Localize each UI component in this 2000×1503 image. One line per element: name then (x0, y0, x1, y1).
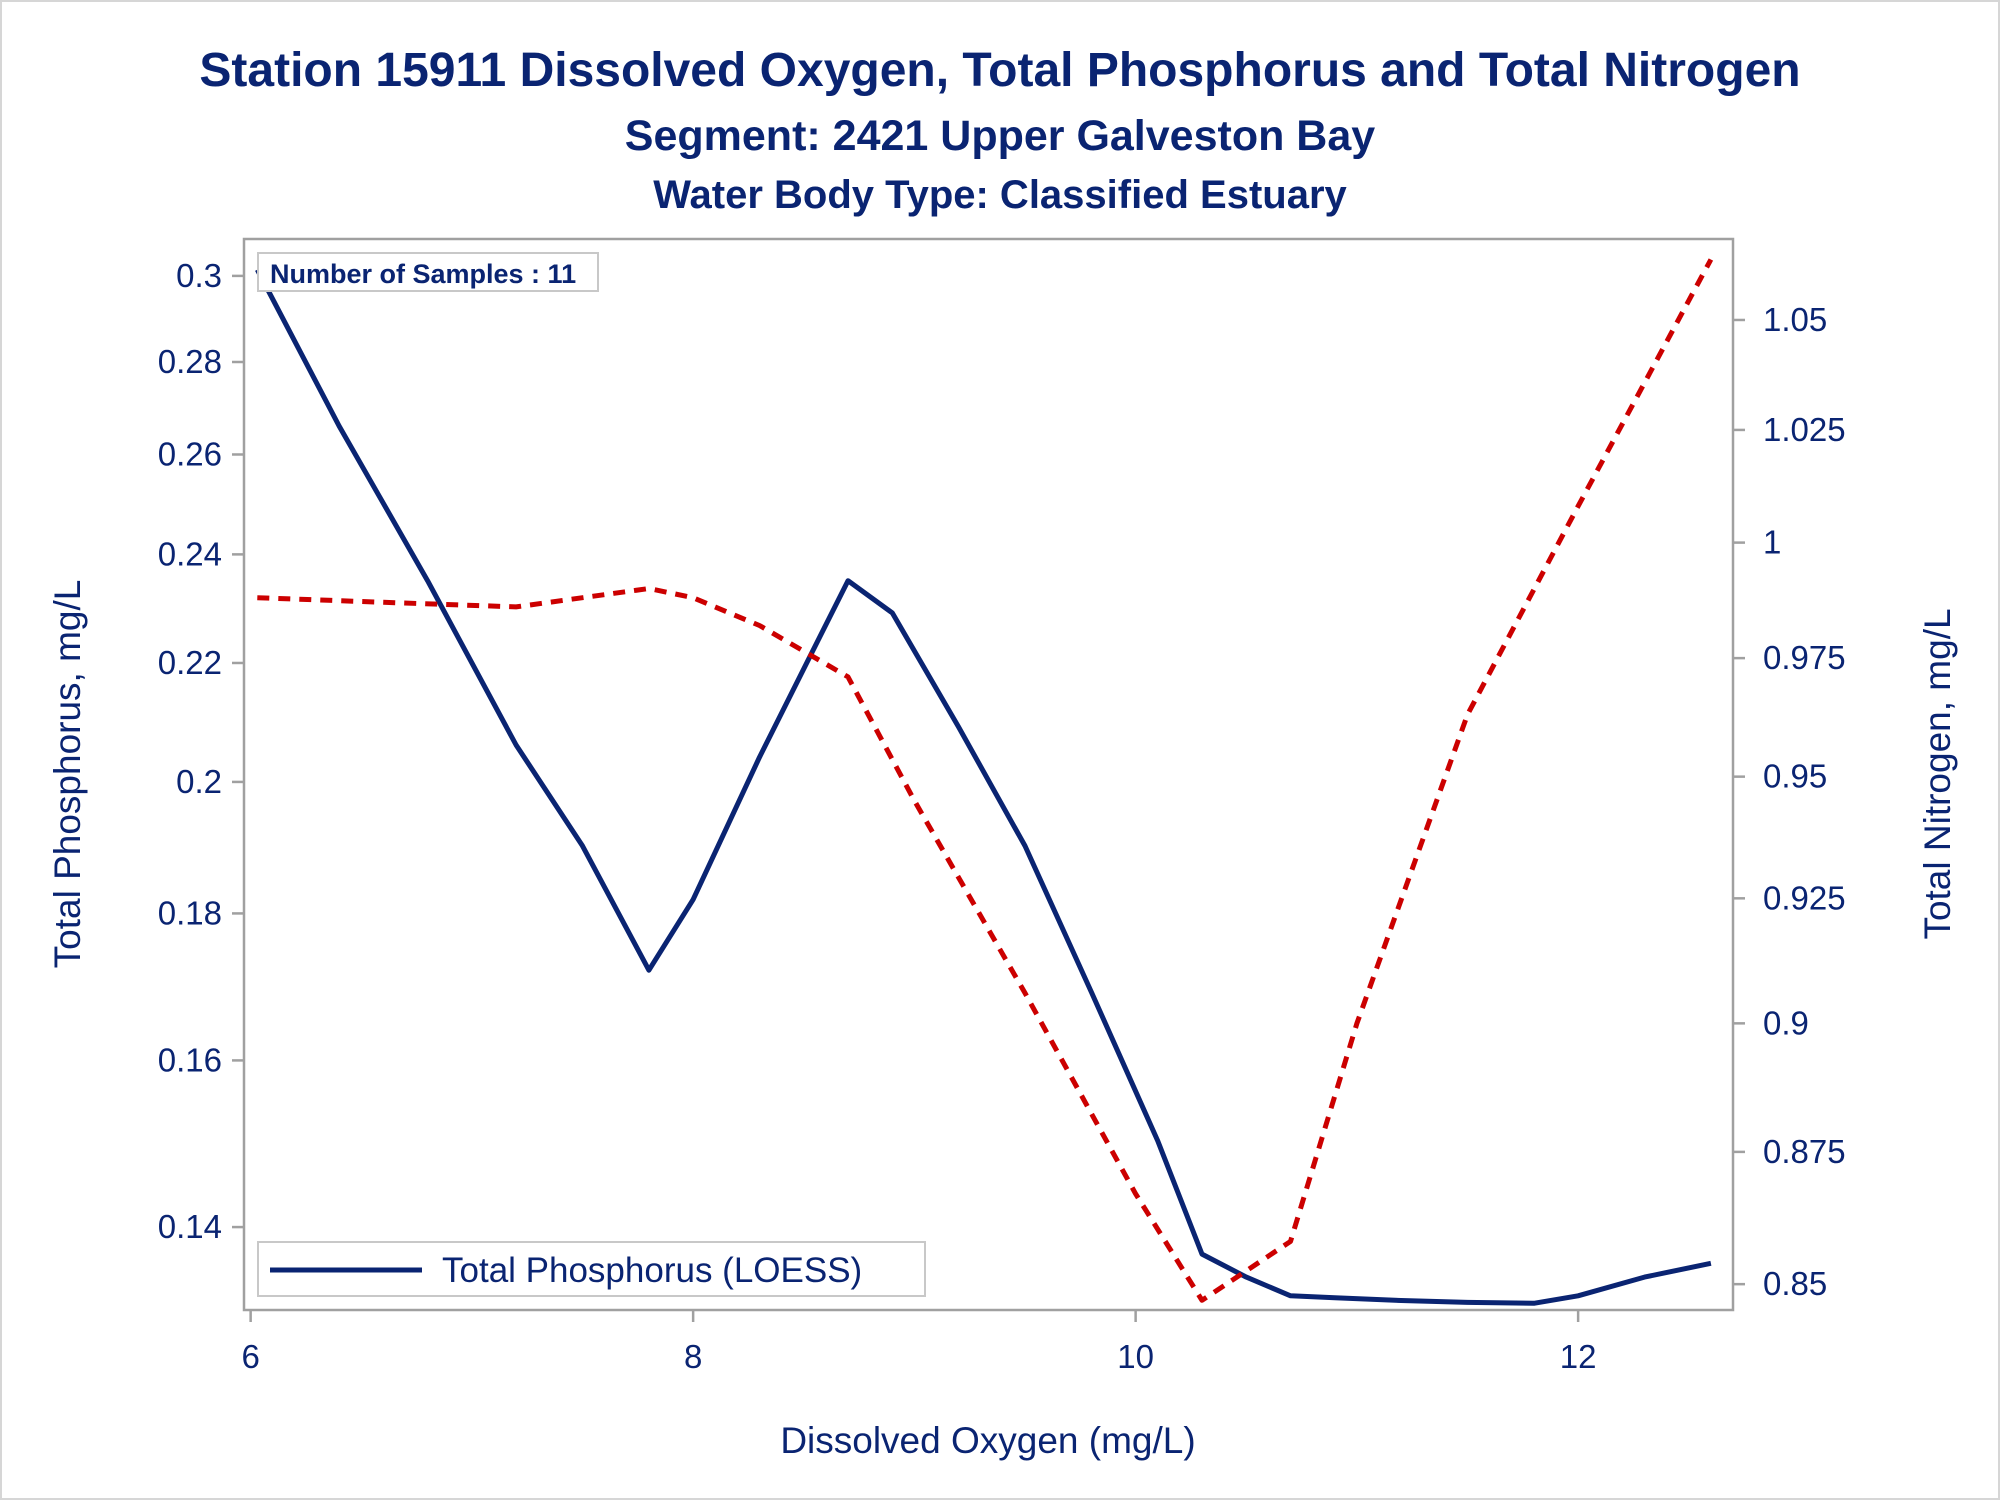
y2-tick-label: 0.975 (1763, 639, 1846, 676)
y-tick-label: 0.14 (158, 1208, 222, 1245)
y-tick-label: 0.22 (158, 644, 222, 681)
y2-axis-label: Total Nitrogen, mg/L (1917, 608, 1958, 939)
y2-tick-label: 1.05 (1763, 301, 1827, 338)
y-tick-label: 0.18 (158, 894, 222, 931)
chart-marks (255, 258, 1714, 1306)
annotation-text: Number of Samples : 11 (270, 259, 576, 289)
x-tick-label: 6 (241, 1338, 259, 1375)
plot-area (242, 237, 1735, 1312)
chart-title: Station 15911 Dissolved Oxygen, Total Ph… (199, 44, 1800, 97)
y-tick-label: 0.2 (176, 763, 222, 800)
y-tick-label: 0.28 (158, 343, 222, 380)
y2-tick-label: 1.025 (1763, 411, 1846, 448)
y-tick-label: 0.3 (176, 257, 222, 294)
y2-tick-label: 0.925 (1763, 879, 1846, 916)
y2-tick-label: 0.9 (1763, 1004, 1809, 1041)
y-tick-label: 0.26 (158, 435, 222, 472)
series-line-total-nitrogen (257, 258, 1714, 1303)
x-tick-label: 10 (1117, 1338, 1154, 1375)
legend-label-tp: Total Phosphorus (LOESS) (442, 1251, 862, 1290)
chart-subtitle: Segment: 2421 Upper Galveston Bay (625, 112, 1375, 160)
y-tick-label: 0.24 (158, 535, 222, 572)
chart-subtitle-2: Water Body Type: Classified Estuary (653, 173, 1347, 217)
x-axis-label: Dissolved Oxygen (mg/L) (780, 1420, 1195, 1461)
sample-count-annotation: Number of Samples : 11 (257, 252, 599, 292)
y2-tick-label: 0.95 (1763, 758, 1827, 795)
chart-ticks: 6 8 10 12 0.14 0.16 0.18 0.2 0.22 0.24 0.26 0.28 0.3… (158, 257, 1846, 1375)
x-tick-label: 12 (1560, 1338, 1597, 1375)
y2-tick-label: 0.875 (1763, 1133, 1846, 1170)
annotation-box (257, 252, 599, 292)
legend: Total Phosphorus (LOESS) (257, 1241, 926, 1297)
y-axis-label: Total Phosphorus, mg/L (47, 580, 88, 969)
x-tick-label: 8 (684, 1338, 702, 1375)
y2-tick-label: 1 (1763, 524, 1781, 561)
y-tick-label: 0.16 (158, 1041, 222, 1078)
series-line-total-phosphorus (255, 268, 1712, 1306)
y2-tick-label: 0.85 (1763, 1265, 1827, 1302)
